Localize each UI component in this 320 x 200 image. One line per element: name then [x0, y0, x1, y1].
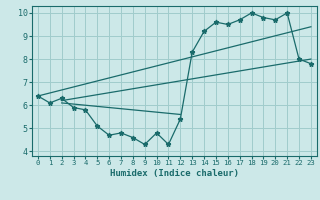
X-axis label: Humidex (Indice chaleur): Humidex (Indice chaleur) [110, 169, 239, 178]
